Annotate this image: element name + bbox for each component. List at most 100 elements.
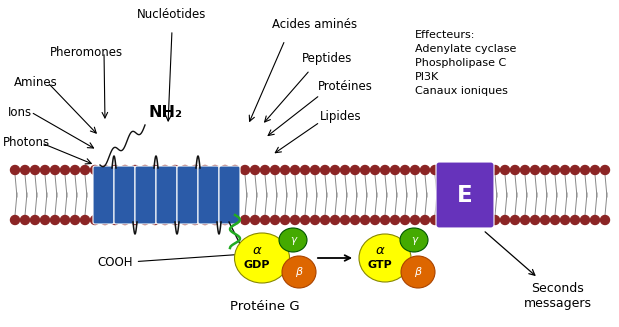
Circle shape (111, 165, 119, 175)
Ellipse shape (359, 234, 411, 282)
Circle shape (170, 215, 180, 225)
Circle shape (400, 215, 410, 225)
Circle shape (290, 215, 300, 225)
Text: Effecteurs:
Adenylate cyclase
Phospholipase C
PI3K
Canaux ioniques: Effecteurs: Adenylate cyclase Phospholip… (415, 30, 516, 96)
Text: β: β (295, 267, 303, 277)
Circle shape (521, 215, 529, 225)
Circle shape (600, 165, 610, 175)
Circle shape (131, 165, 139, 175)
FancyBboxPatch shape (177, 166, 198, 224)
Circle shape (290, 165, 300, 175)
Ellipse shape (401, 256, 435, 288)
Circle shape (391, 165, 399, 175)
Circle shape (210, 215, 220, 225)
Circle shape (30, 165, 40, 175)
Circle shape (71, 165, 79, 175)
Circle shape (210, 165, 220, 175)
Circle shape (381, 215, 389, 225)
Circle shape (71, 215, 79, 225)
Circle shape (100, 215, 110, 225)
Circle shape (521, 165, 529, 175)
Circle shape (511, 215, 519, 225)
Circle shape (360, 215, 370, 225)
Text: γ: γ (290, 235, 296, 245)
Text: Peptides: Peptides (302, 52, 352, 65)
Circle shape (80, 215, 90, 225)
Circle shape (381, 165, 389, 175)
Circle shape (410, 215, 420, 225)
Text: Photons: Photons (3, 136, 50, 149)
Circle shape (470, 215, 480, 225)
Circle shape (331, 215, 339, 225)
Text: Amines: Amines (14, 76, 58, 89)
Circle shape (100, 165, 110, 175)
Circle shape (111, 215, 119, 225)
Circle shape (61, 215, 69, 225)
Circle shape (451, 165, 459, 175)
Circle shape (371, 165, 379, 175)
Circle shape (20, 165, 30, 175)
Circle shape (550, 215, 560, 225)
Circle shape (470, 165, 480, 175)
Text: β: β (415, 267, 422, 277)
Circle shape (480, 215, 490, 225)
Circle shape (80, 165, 90, 175)
Circle shape (420, 215, 430, 225)
FancyBboxPatch shape (135, 166, 156, 224)
Circle shape (191, 215, 199, 225)
Text: Protéines: Protéines (318, 80, 373, 93)
Circle shape (271, 215, 280, 225)
Circle shape (441, 165, 449, 175)
Circle shape (480, 165, 490, 175)
FancyBboxPatch shape (114, 166, 135, 224)
Ellipse shape (400, 228, 428, 252)
Circle shape (280, 165, 290, 175)
Circle shape (371, 215, 379, 225)
Circle shape (261, 165, 269, 175)
Circle shape (550, 165, 560, 175)
Circle shape (331, 165, 339, 175)
Circle shape (201, 215, 209, 225)
Circle shape (581, 165, 589, 175)
Circle shape (280, 215, 290, 225)
Text: α: α (253, 244, 261, 256)
Circle shape (20, 215, 30, 225)
Circle shape (201, 165, 209, 175)
Circle shape (410, 165, 420, 175)
Circle shape (220, 215, 230, 225)
Circle shape (420, 165, 430, 175)
Circle shape (30, 215, 40, 225)
Circle shape (150, 165, 160, 175)
Circle shape (360, 165, 370, 175)
Circle shape (160, 165, 170, 175)
Circle shape (300, 215, 310, 225)
Circle shape (90, 215, 100, 225)
Circle shape (90, 165, 100, 175)
Circle shape (181, 165, 189, 175)
Circle shape (571, 215, 579, 225)
FancyBboxPatch shape (219, 166, 240, 224)
Circle shape (350, 215, 360, 225)
Text: Pheromones: Pheromones (50, 45, 123, 59)
Text: Acides aminés: Acides aminés (272, 18, 357, 31)
Circle shape (560, 215, 569, 225)
Circle shape (51, 165, 59, 175)
Circle shape (51, 215, 59, 225)
Circle shape (121, 215, 129, 225)
Circle shape (560, 165, 569, 175)
Circle shape (581, 215, 589, 225)
Text: NH₂: NH₂ (148, 105, 182, 120)
Circle shape (540, 165, 550, 175)
Circle shape (350, 165, 360, 175)
Text: α: α (376, 244, 384, 256)
Circle shape (490, 165, 500, 175)
Text: Seconds
messagers: Seconds messagers (524, 282, 592, 310)
Circle shape (540, 215, 550, 225)
Circle shape (400, 165, 410, 175)
Circle shape (251, 165, 259, 175)
Text: Lipides: Lipides (320, 110, 361, 123)
Circle shape (501, 165, 509, 175)
Circle shape (300, 165, 310, 175)
Circle shape (591, 165, 599, 175)
Circle shape (311, 165, 319, 175)
